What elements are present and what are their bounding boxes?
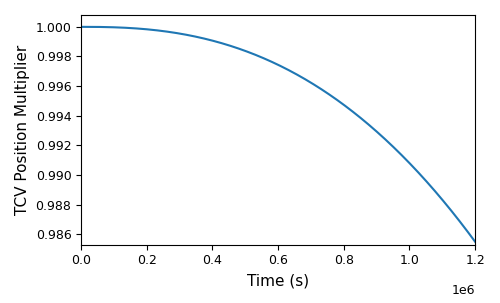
Y-axis label: TCV Position Multiplier: TCV Position Multiplier: [15, 45, 30, 215]
Text: 1e6: 1e6: [452, 284, 475, 297]
X-axis label: Time (s): Time (s): [247, 273, 309, 288]
